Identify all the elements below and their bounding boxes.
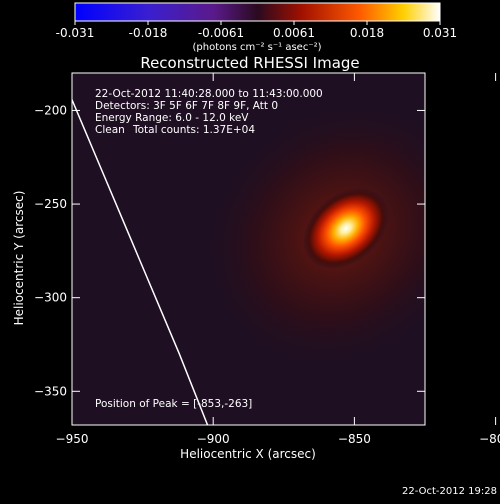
- colorbar-ticks: -0.031 -0.018 -0.0061 0.0061 0.018 0.031: [56, 21, 457, 40]
- detectors-annotation: Detectors: 3F 5F 6F 7F 8F 9F, Att 0: [95, 100, 278, 112]
- x-tick-label: −950: [56, 432, 89, 446]
- flare-source: [303, 188, 389, 269]
- colorbar-tick-label: 0.031: [423, 26, 457, 40]
- y-tick-label: −200: [34, 103, 67, 117]
- peak-position-annotation: Position of Peak = [-853,-263]: [95, 398, 252, 410]
- plot-frame: [71, 72, 426, 426]
- colorbar-tick-label: -0.031: [56, 26, 95, 40]
- energy-range-annotation: Energy Range: 6.0 - 12.0 keV: [95, 112, 249, 124]
- total-counts-annotation: Total counts: 1.37E+04: [132, 124, 255, 136]
- y-tick-label: −350: [34, 384, 67, 398]
- y-axis-ticks: −200 −250 −300 −350: [34, 103, 425, 398]
- colorbar-tick-label: -0.018: [129, 26, 168, 40]
- solar-limb-line: [72, 97, 209, 425]
- colorbar-tick-label: -0.0061: [198, 26, 244, 40]
- x-axis-title: Heliocentric X (arcsec): [180, 447, 316, 461]
- chart-title: Reconstructed RHESSI Image: [140, 54, 359, 72]
- time-range-annotation: 22-Oct-2012 11:40:28.000 to 11:43:00.000: [95, 88, 323, 100]
- colorbar-tick-label: 0.018: [350, 26, 384, 40]
- clean-annotation: Clean: [95, 124, 125, 136]
- y-axis-title: Heliocentric Y (arcsec): [12, 191, 26, 326]
- footer-timestamp: 22-Oct-2012 19:28: [402, 486, 497, 497]
- y-tick-label: −250: [34, 197, 67, 211]
- y-tick-label: −300: [34, 291, 67, 305]
- x-tick-label: −850: [338, 432, 371, 446]
- x-axis-ticks: −950 −900 −850 −800: [56, 73, 500, 446]
- colorbar-units-label: (photons cm⁻² s⁻¹ asec⁻²): [192, 42, 321, 53]
- colorbar: [74, 2, 441, 22]
- heatmap-image: [72, 73, 425, 425]
- colorbar-tick-label: 0.0061: [273, 26, 315, 40]
- x-tick-label: −800: [479, 432, 500, 446]
- x-tick-label: −900: [197, 432, 230, 446]
